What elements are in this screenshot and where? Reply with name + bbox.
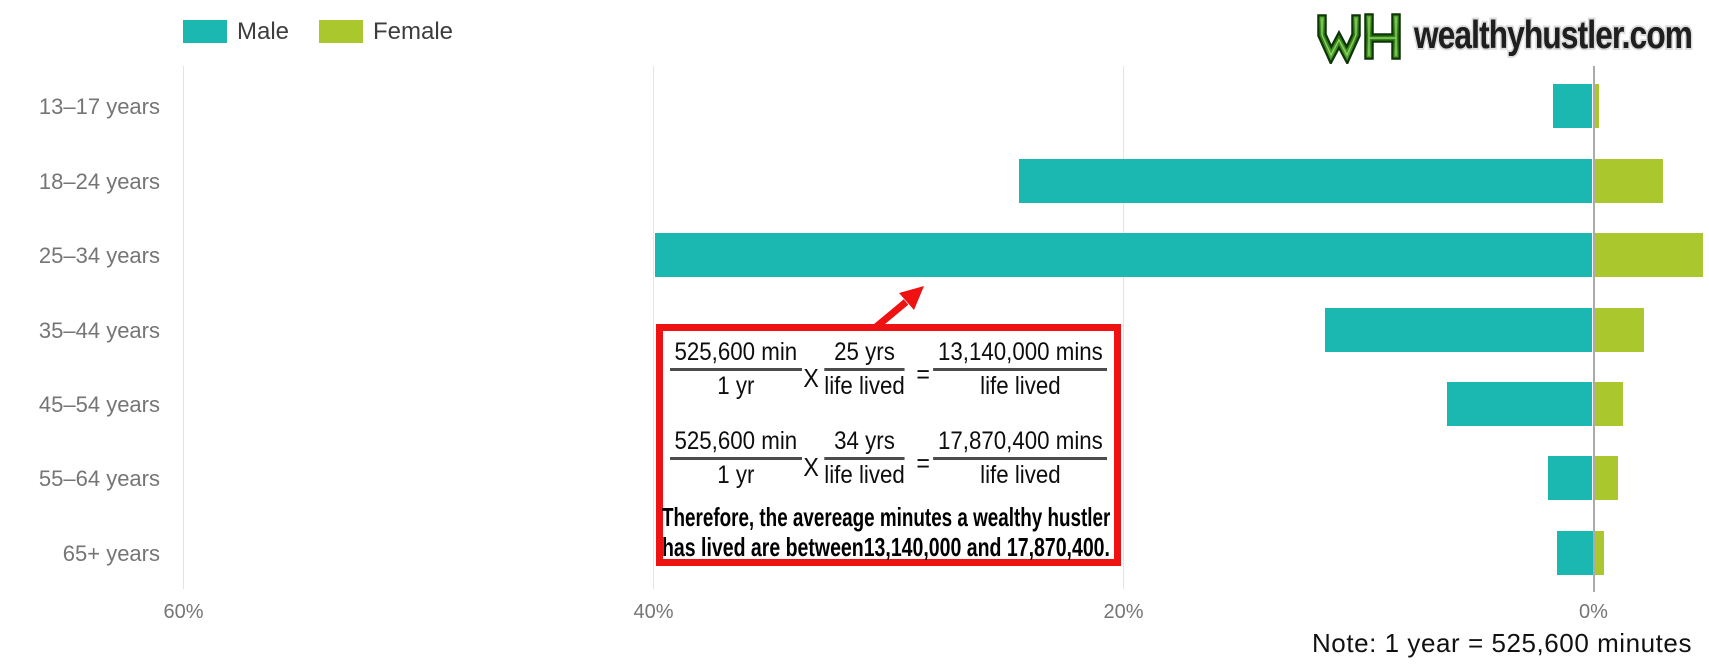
fraction-denominator: life lived (824, 372, 905, 400)
equals-operator: = (916, 359, 930, 389)
bar-male-4[interactable] (1324, 307, 1593, 352)
bar-female-7[interactable] (1594, 530, 1604, 575)
fraction-line (670, 368, 802, 371)
annotation-box: 525,600 min 1 yr X 25 yrs life lived = 1… (656, 324, 1121, 566)
fraction-result-minutes: 13,140,000 mins life lived (933, 338, 1108, 401)
bar-female-2[interactable] (1594, 158, 1663, 203)
logo-site-text: wealthyhustler.com (1413, 14, 1692, 57)
fraction-numerator: 34 yrs (834, 427, 895, 455)
conclusion-line-1: Therefore, the avereage minutes a wealth… (662, 502, 1111, 532)
bar-male-3[interactable] (654, 233, 1593, 278)
x-tick-label-0%: 0% (1579, 601, 1608, 623)
bar-female-5[interactable] (1594, 381, 1623, 426)
fraction-denominator: life lived (980, 461, 1061, 489)
legend-swatch-female[interactable] (319, 20, 363, 43)
fraction-numerator: 17,870,400 mins (937, 427, 1103, 455)
logo-monogram-icon (1317, 13, 1401, 64)
gridline-60% (183, 66, 184, 589)
fraction-years-lived: 34 yrs life lived (824, 427, 905, 490)
fraction-numerator: 13,140,000 mins (937, 338, 1103, 366)
y-axis-label: 25–34 years (38, 243, 160, 269)
gridline-20% (1123, 66, 1124, 589)
bar-female-1[interactable] (1594, 84, 1600, 129)
site-logo[interactable]: wealthyhustler.com wealthyhustler.com (1306, 2, 1701, 64)
bar-male-6[interactable] (1547, 456, 1593, 501)
x-tick-label-20%: 20% (1103, 601, 1144, 623)
fraction-line (824, 368, 905, 371)
fraction-line (933, 457, 1108, 460)
axis-zero-line (1592, 66, 1595, 592)
legend-label-male[interactable]: Male (237, 18, 290, 45)
bar-female-4[interactable] (1594, 307, 1644, 352)
fraction-line (933, 368, 1108, 371)
multiply-operator: X (803, 452, 819, 482)
fraction-result-minutes: 17,870,400 mins life lived (933, 427, 1108, 490)
y-axis-label: 45–54 years (38, 391, 160, 417)
x-tick-label-60%: 60% (163, 601, 204, 623)
bar-female-3[interactable] (1594, 233, 1703, 278)
footnote: Note: 1 year = 525,600 minutes (1311, 628, 1692, 658)
bar-male-5[interactable] (1446, 381, 1593, 426)
gridline-40% (653, 66, 654, 589)
legend-label-female[interactable]: Female (373, 18, 454, 45)
annotation-arrow-icon (873, 286, 924, 330)
fraction-denominator: 1 yr (717, 372, 755, 400)
equation-row-2: 525,600 min 1 yr X 34 yrs life lived = 1… (670, 427, 1108, 490)
fraction-years-lived: 25 yrs life lived (824, 338, 905, 401)
fraction-denominator: life lived (824, 461, 905, 489)
fraction-numerator: 525,600 min (674, 338, 798, 366)
fraction-line (824, 457, 905, 460)
equation-row-1: 525,600 min 1 yr X 25 yrs life lived = 1… (670, 338, 1108, 401)
y-axis-label: 55–64 years (38, 466, 160, 492)
bar-male-2[interactable] (1019, 158, 1593, 203)
y-axis-label: 13–17 years (38, 94, 160, 120)
fraction-denominator: 1 yr (717, 461, 755, 489)
logo-site-text-front: wealthyhustler.com (1413, 14, 1692, 57)
fraction-denominator: life lived (980, 372, 1061, 400)
fraction-minutes-per-year: 525,600 min 1 yr (670, 427, 802, 490)
bar-male-7[interactable] (1557, 530, 1593, 575)
equals-operator: = (916, 448, 930, 478)
y-axis-label: 65+ years (62, 540, 160, 566)
fraction-line (670, 457, 802, 460)
fraction-numerator: 525,600 min (674, 427, 798, 455)
fraction-minutes-per-year: 525,600 min 1 yr (670, 338, 802, 401)
fraction-numerator: 25 yrs (834, 338, 895, 366)
multiply-operator: X (803, 363, 819, 393)
conclusion-line-2: has lived are between13,140,000 and 17,8… (662, 532, 1110, 562)
bar-female-6[interactable] (1594, 456, 1618, 501)
y-axis-label: 18–24 years (38, 168, 160, 194)
legend-swatch-male[interactable] (183, 20, 227, 43)
x-tick-label-40%: 40% (633, 601, 674, 623)
y-axis-label: 35–44 years (38, 317, 160, 343)
bar-male-1[interactable] (1552, 84, 1593, 129)
